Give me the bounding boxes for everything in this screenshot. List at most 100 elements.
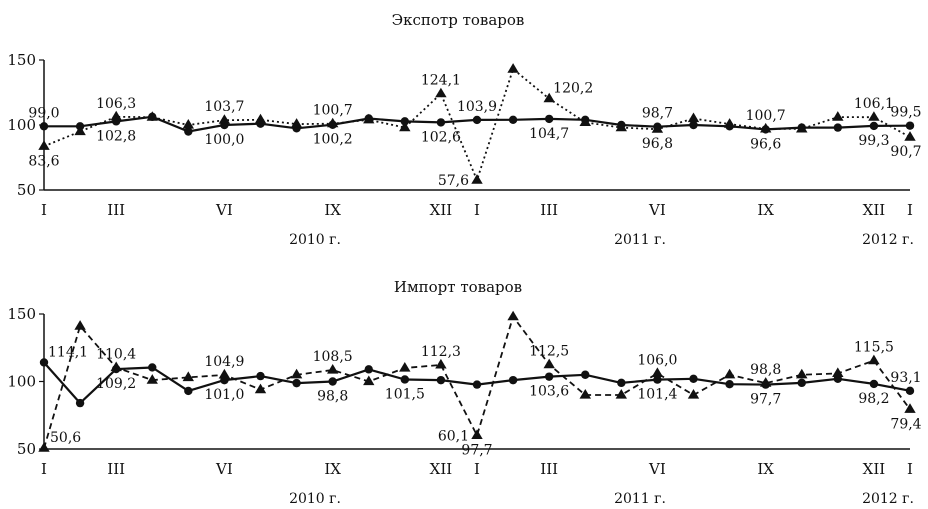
chart-title: Импорт товаров bbox=[394, 278, 522, 296]
data-label: 100,0 bbox=[204, 132, 244, 148]
data-label: 97,7 bbox=[461, 442, 492, 458]
data-point-triangle bbox=[254, 113, 267, 124]
year-label: 2012 г. bbox=[862, 491, 914, 507]
data-point-triangle bbox=[651, 367, 664, 377]
data-point-triangle bbox=[723, 118, 736, 128]
data-point-triangle bbox=[579, 389, 591, 399]
x-tick-label: XII bbox=[863, 460, 886, 478]
data-point-circle bbox=[39, 122, 49, 131]
data-label: 99,0 bbox=[28, 105, 59, 121]
x-tick-label: VI bbox=[215, 201, 233, 219]
data-label: 98,2 bbox=[858, 391, 889, 407]
data-point-circle bbox=[472, 115, 482, 125]
data-point-circle bbox=[544, 372, 554, 381]
data-point-triangle bbox=[254, 383, 267, 394]
data-point-circle bbox=[148, 363, 157, 372]
chart-title: Экспотр товаров bbox=[392, 11, 525, 29]
data-point-circle bbox=[184, 127, 193, 136]
data-point-triangle bbox=[110, 361, 122, 372]
data-point-triangle bbox=[182, 119, 194, 129]
data-point-circle bbox=[292, 378, 301, 388]
data-label: 97,7 bbox=[750, 392, 781, 408]
data-label: 93,1 bbox=[890, 370, 921, 386]
data-point-triangle bbox=[723, 368, 736, 379]
data-point-circle bbox=[328, 377, 337, 386]
data-point-circle bbox=[725, 380, 734, 389]
data-point-circle bbox=[833, 123, 843, 132]
data-label: 83,6 bbox=[28, 153, 59, 169]
data-point-triangle bbox=[796, 122, 808, 133]
data-label: 112,3 bbox=[421, 344, 461, 360]
data-point-triangle bbox=[543, 358, 555, 369]
data-point-triangle bbox=[218, 368, 231, 379]
data-label: 120,2 bbox=[553, 81, 593, 97]
data-point-circle bbox=[905, 121, 915, 130]
data-point-triangle bbox=[146, 374, 158, 384]
data-point-circle bbox=[869, 379, 879, 389]
x-tick-label: IX bbox=[324, 460, 341, 478]
y-tick-label: 100 bbox=[7, 116, 36, 134]
year-label: 2012 г. bbox=[862, 232, 914, 248]
data-point-triangle bbox=[579, 116, 591, 126]
data-label: 98,7 bbox=[642, 106, 673, 122]
data-point-circle bbox=[400, 117, 410, 126]
data-point-triangle bbox=[471, 429, 483, 439]
data-point-triangle bbox=[760, 377, 772, 387]
data-point-triangle bbox=[687, 112, 700, 123]
x-tick-label: III bbox=[540, 201, 558, 219]
data-label: 103,9 bbox=[457, 99, 497, 115]
data-label: 102,6 bbox=[421, 129, 461, 145]
data-label: 102,8 bbox=[96, 128, 136, 144]
data-point-triangle bbox=[38, 442, 50, 452]
data-point-triangle bbox=[904, 403, 916, 413]
x-tick-label: IX bbox=[757, 201, 774, 219]
data-point-triangle bbox=[290, 368, 303, 379]
year-label: 2010 г. bbox=[289, 491, 341, 507]
data-label: 101,0 bbox=[204, 387, 244, 403]
data-label: 90,7 bbox=[890, 144, 921, 160]
data-label: 101,4 bbox=[637, 387, 677, 403]
data-point-triangle bbox=[182, 371, 194, 382]
data-label: 110,4 bbox=[96, 346, 136, 362]
data-point-triangle bbox=[868, 354, 880, 365]
data-label: 98,8 bbox=[317, 389, 348, 405]
data-label: 57,6 bbox=[438, 173, 469, 189]
data-point-circle bbox=[508, 115, 518, 125]
data-point-triangle bbox=[760, 122, 772, 133]
data-label: 114,1 bbox=[48, 344, 88, 360]
x-tick-label: XII bbox=[863, 201, 886, 219]
data-point-circle bbox=[472, 380, 482, 389]
y-tick-label: 100 bbox=[7, 373, 36, 391]
year-label: 2010 г. bbox=[289, 232, 341, 248]
data-point-triangle bbox=[363, 113, 375, 124]
data-point-triangle bbox=[651, 123, 664, 133]
data-point-triangle bbox=[796, 368, 808, 379]
data-point-triangle bbox=[471, 174, 483, 184]
x-tick-label: VI bbox=[215, 460, 233, 478]
x-tick-label: IX bbox=[757, 460, 774, 478]
data-point-triangle bbox=[327, 364, 339, 374]
data-label: 106,1 bbox=[854, 96, 894, 112]
data-point-circle bbox=[184, 386, 193, 396]
data-point-circle bbox=[797, 378, 806, 388]
data-point-circle bbox=[39, 358, 49, 367]
x-tick-label: III bbox=[540, 460, 558, 478]
x-tick-label: XII bbox=[430, 201, 453, 219]
data-label: 99,3 bbox=[858, 133, 889, 149]
data-label: 96,6 bbox=[750, 136, 781, 152]
data-label: 100,7 bbox=[746, 108, 786, 124]
data-label: 100,2 bbox=[313, 132, 353, 148]
data-point-triangle bbox=[543, 92, 555, 103]
data-label: 50,6 bbox=[50, 430, 81, 446]
data-label: 103,7 bbox=[204, 99, 244, 115]
data-point-circle bbox=[436, 118, 446, 127]
data-point-triangle bbox=[399, 121, 411, 132]
data-label: 124,1 bbox=[421, 73, 461, 89]
data-label: 100,7 bbox=[313, 103, 353, 119]
data-label: 104,9 bbox=[204, 354, 244, 370]
x-tick-label: XII bbox=[430, 460, 453, 478]
